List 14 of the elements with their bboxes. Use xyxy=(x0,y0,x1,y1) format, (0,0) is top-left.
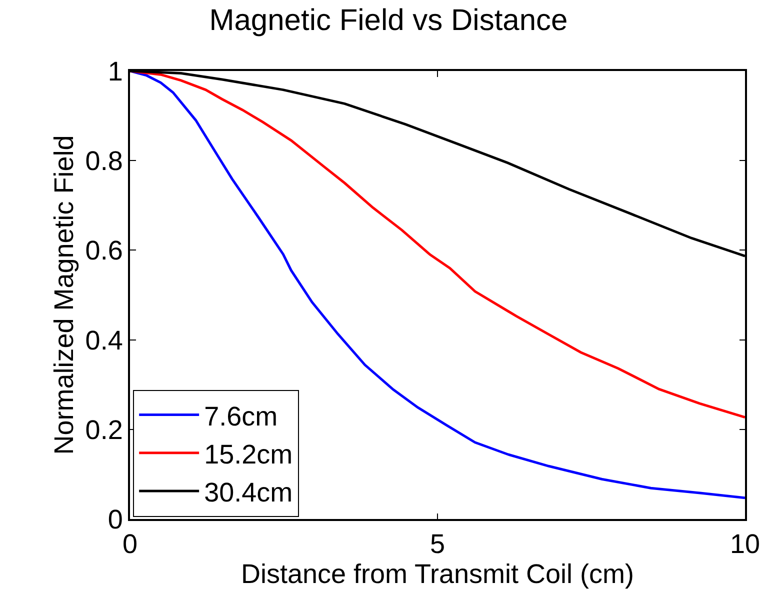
y-tick-label: 0.8 xyxy=(85,146,123,176)
legend-label: 7.6cm xyxy=(204,401,278,432)
x-tick-label: 10 xyxy=(730,529,760,560)
y-tick-label: 1 xyxy=(108,56,123,86)
chart-title: Magnetic Field vs Distance xyxy=(209,4,568,38)
y-tick-label: 0.6 xyxy=(85,236,123,266)
legend-label: 15.2cm xyxy=(204,439,293,470)
y-axis-title: Normalized Magnetic Field xyxy=(48,135,79,455)
y-tick-label: 0.4 xyxy=(85,325,123,356)
x-axis-title: Distance from Transmit Coil (cm) xyxy=(240,559,634,590)
x-tick-label: 5 xyxy=(430,529,446,560)
legend-label: 30.4cm xyxy=(204,478,293,508)
y-tick-label: 0.2 xyxy=(85,414,123,445)
y-tick-label: 0 xyxy=(108,504,123,534)
